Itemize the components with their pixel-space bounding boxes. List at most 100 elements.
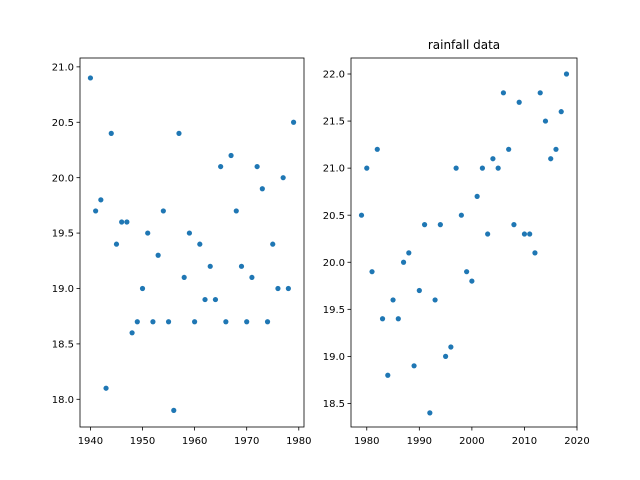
data-point [275, 285, 281, 292]
data-point [374, 146, 380, 152]
data-point [244, 319, 250, 325]
data-point [181, 274, 187, 281]
x-tick-label: 1960 [182, 436, 207, 447]
axes-frame [350, 57, 578, 428]
data-point [500, 90, 507, 96]
y-tick-label: 19.5 [52, 229, 74, 240]
data-point [160, 208, 166, 214]
data-point [495, 165, 501, 171]
data-point [558, 109, 564, 115]
y-tick-label: 20.0 [52, 173, 74, 184]
data-point [145, 230, 151, 236]
data-point [270, 241, 276, 247]
data-point [150, 319, 156, 325]
data-point [93, 208, 99, 214]
data-point [527, 231, 533, 237]
x-tick-label: 2010 [512, 436, 537, 447]
data-point [254, 163, 260, 170]
data-point [238, 263, 245, 269]
data-point [521, 231, 528, 237]
chart-title: rainfall data [428, 38, 500, 52]
data-point [537, 90, 543, 96]
y-tick-label: 18.0 [52, 395, 74, 406]
data-point [202, 296, 208, 303]
data-point [390, 297, 396, 303]
y-tick-label: 19.0 [323, 352, 345, 363]
data-point [400, 259, 407, 265]
x-tick-label: 1970 [234, 436, 259, 447]
y-tick-label: 20.0 [323, 258, 345, 269]
data-point [490, 156, 496, 162]
data-point [290, 119, 297, 125]
data-point [406, 250, 412, 256]
data-point [280, 175, 286, 181]
data-point [411, 363, 417, 369]
data-point [485, 231, 491, 237]
x-tick-label: 1980 [286, 436, 311, 447]
data-point [119, 219, 125, 225]
data-point [285, 285, 291, 292]
data-point [103, 385, 109, 391]
data-point [421, 222, 428, 228]
x-tick-label: 1940 [78, 436, 103, 447]
data-point [207, 263, 213, 269]
data-point [516, 99, 522, 105]
data-point [427, 410, 433, 416]
data-point [548, 156, 554, 162]
data-point [218, 163, 224, 170]
data-point [553, 146, 559, 152]
data-point [113, 241, 120, 247]
data-point [437, 222, 443, 228]
x-tick-label: 2020 [564, 436, 589, 447]
data-point [385, 372, 391, 378]
data-point [176, 130, 182, 136]
data-point [134, 319, 140, 325]
y-tick-label: 21.0 [323, 164, 345, 175]
x-tick-label: 1950 [130, 436, 155, 447]
y-tick-label: 18.5 [323, 399, 345, 410]
data-point [124, 219, 130, 225]
data-point [212, 296, 219, 303]
data-point [233, 208, 239, 214]
data-point [479, 165, 485, 171]
data-point [416, 287, 422, 294]
data-point [563, 71, 570, 77]
data-point [139, 285, 146, 292]
data-point [464, 269, 470, 275]
data-point [192, 319, 198, 325]
axes-frame [79, 57, 305, 428]
data-point [448, 344, 454, 350]
y-tick-label: 20.5 [52, 118, 74, 129]
data-point [432, 297, 438, 303]
data-point [259, 186, 265, 192]
data-point [98, 197, 104, 203]
x-tick-label: 1990 [407, 436, 432, 447]
data-point [223, 319, 229, 325]
data-point [87, 75, 94, 81]
data-point [458, 212, 464, 218]
data-point [171, 407, 177, 413]
x-tick-label: 1980 [354, 436, 379, 447]
data-point [364, 165, 370, 171]
data-point [506, 146, 512, 152]
y-tick-label: 19.5 [323, 305, 345, 316]
data-point [155, 252, 161, 258]
data-point [129, 330, 135, 336]
y-tick-label: 18.5 [52, 339, 74, 350]
y-tick-label: 20.5 [323, 211, 345, 222]
y-tick-label: 21.5 [323, 117, 345, 128]
data-point [197, 241, 203, 247]
left-scatter-panel: 1940 1950 1960 1970 1980 18.0 18.5 19.0 19.5 20.0… [52, 57, 312, 447]
data-point [469, 278, 475, 284]
data-point [395, 316, 401, 322]
data-point [165, 319, 172, 325]
data-point [249, 274, 255, 281]
data-point [228, 152, 234, 159]
right-scatter-panel: 1980 1990 2000 2010 2020 18.5 19.0 19.5 20.0 20.5… [323, 38, 590, 447]
data-point [379, 316, 386, 322]
data-point [358, 212, 365, 218]
data-point [108, 130, 114, 136]
data-point [186, 230, 192, 236]
x-tick-label: 2000 [459, 436, 484, 447]
